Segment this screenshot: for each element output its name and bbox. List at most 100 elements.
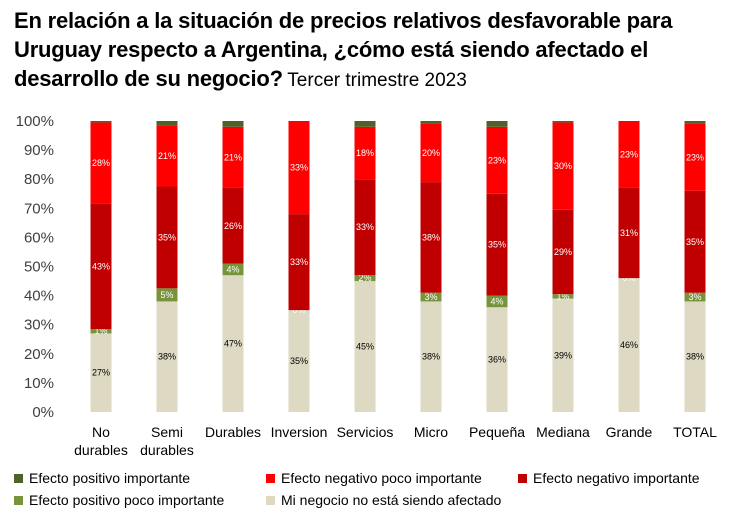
bar-segment — [354, 275, 376, 282]
data-label: 23% — [488, 155, 506, 165]
data-label: 2% — [358, 273, 371, 283]
data-label: 18% — [356, 148, 374, 158]
data-label: 4% — [226, 264, 239, 274]
y-tick-label: 40% — [24, 288, 54, 305]
bar-segment — [156, 121, 178, 126]
y-tick-label: 10% — [24, 375, 54, 392]
y-tick-label: 20% — [24, 346, 54, 363]
data-label: 47% — [224, 339, 242, 349]
bar-segment — [420, 182, 442, 293]
bar-segment — [90, 121, 112, 123]
bar-segment — [222, 275, 244, 412]
data-label: 26% — [224, 221, 242, 231]
bar-segment — [420, 123, 442, 183]
data-label: 20% — [422, 148, 440, 158]
data-label: 33% — [290, 257, 308, 267]
bar-segment — [552, 121, 574, 123]
data-label: 4% — [490, 296, 503, 306]
data-label: 23% — [620, 149, 638, 159]
x-category-label: Micro — [414, 424, 448, 440]
bar-segment — [684, 123, 706, 191]
data-label: 45% — [356, 342, 374, 352]
data-label: 33% — [356, 222, 374, 232]
bar-segment — [354, 281, 376, 412]
bar-segment — [90, 203, 112, 330]
bar-segment — [288, 121, 310, 215]
data-label: 35% — [686, 237, 704, 247]
data-label: 3% — [424, 292, 437, 302]
bar-segment — [156, 186, 178, 289]
bar-segment — [90, 333, 112, 412]
bar-segment — [288, 214, 310, 311]
chart-title: En relación a la situación de precios re… — [14, 6, 726, 93]
legend-item-negative-small: Efecto negativo poco importante — [266, 470, 482, 486]
bar-segment — [618, 121, 640, 188]
legend-item-positive-small: Efecto positivo poco importante — [14, 492, 224, 508]
x-category-label: durables — [140, 442, 194, 458]
legend-label: Efecto positivo poco importante — [29, 492, 225, 508]
data-label: 39% — [554, 350, 572, 360]
legend-swatch — [14, 473, 23, 483]
data-label: 35% — [158, 232, 176, 242]
data-label: 38% — [422, 352, 440, 362]
bar-segment — [222, 263, 244, 276]
data-label: 35% — [488, 240, 506, 250]
bar-segment — [684, 190, 706, 293]
y-tick-label: 70% — [24, 200, 54, 217]
bar-segment — [486, 295, 508, 308]
bar-segment — [552, 298, 574, 412]
x-category-label: durables — [74, 442, 128, 458]
bar-segment — [354, 126, 376, 180]
x-category-label: Mediana — [536, 424, 590, 440]
x-category-label: Semi — [151, 424, 183, 440]
x-category-label: Grande — [606, 424, 653, 440]
data-label: 5% — [160, 290, 173, 300]
bar-segment — [486, 193, 508, 296]
bar-segment — [618, 278, 640, 412]
y-tick-label: 60% — [24, 229, 54, 246]
bar-segment — [684, 121, 706, 124]
bar-segment — [420, 121, 442, 124]
legend-swatch — [518, 473, 527, 483]
data-label: 21% — [224, 152, 242, 162]
data-label: 38% — [158, 352, 176, 362]
data-label: 35% — [290, 356, 308, 366]
bar-segment — [222, 121, 244, 127]
data-label: 33% — [290, 163, 308, 173]
data-label: 0% — [622, 273, 635, 283]
data-label: 28% — [92, 158, 110, 168]
bar-segment — [354, 179, 376, 276]
data-label: 38% — [422, 232, 440, 242]
data-label: 1% — [94, 326, 107, 336]
bar-segment — [486, 121, 508, 127]
data-label: 3% — [688, 292, 701, 302]
bar-segment — [552, 294, 574, 299]
x-category-label: TOTAL — [673, 424, 717, 440]
legend-swatch — [266, 473, 275, 483]
y-tick-label: 80% — [24, 171, 54, 188]
legend-item-negative-important: Efecto negativo importante — [518, 470, 700, 486]
bar-segment — [684, 301, 706, 412]
legend-label: Efecto negativo poco importante — [281, 470, 482, 486]
data-label: 29% — [554, 247, 572, 257]
x-category-label: No — [92, 424, 110, 440]
data-label: 38% — [686, 352, 704, 362]
legend-item-positive-important: Efecto positivo importante — [14, 470, 190, 486]
data-label: 46% — [620, 340, 638, 350]
legend-swatch — [266, 495, 275, 505]
bar-segment — [156, 301, 178, 412]
bar-segment — [90, 329, 112, 334]
legend-label: Mi negocio no está siendo afectado — [281, 492, 502, 508]
data-label: 27% — [92, 368, 110, 378]
y-tick-label: 100% — [16, 113, 54, 130]
data-label: 23% — [686, 152, 704, 162]
chart-subtitle: Tercer trimestre 2023 — [287, 70, 467, 91]
data-label: 1% — [556, 291, 569, 301]
data-label: 31% — [620, 228, 638, 238]
x-category-label: Servicios — [337, 424, 394, 440]
legend-label: Efecto negativo importante — [533, 470, 700, 486]
x-category-label: Pequeña — [469, 424, 525, 440]
bar-segment — [222, 187, 244, 264]
bar-segment — [156, 288, 178, 302]
chart-title-text: En relación a la situación de precios re… — [14, 8, 673, 91]
